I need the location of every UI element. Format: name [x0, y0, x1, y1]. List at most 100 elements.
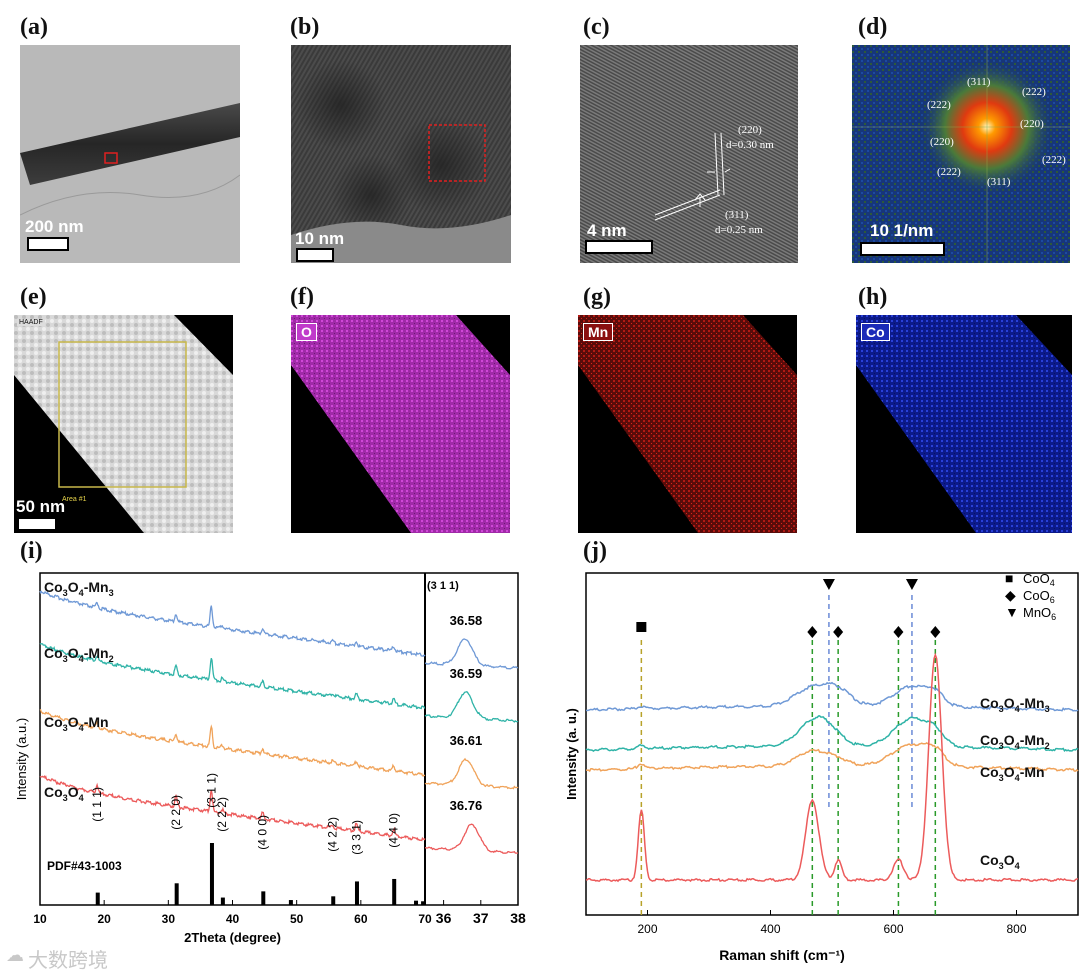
spot-311-bottom: (311)	[987, 176, 1011, 188]
coo6-marker	[930, 626, 941, 638]
spot-222-bl: (222)	[937, 166, 961, 178]
inset-curve	[424, 690, 519, 723]
inset-x-tick-label: 37	[473, 910, 489, 926]
spot-220-right: (220)	[1020, 118, 1044, 130]
spot-222-tl: (222)	[927, 99, 951, 111]
y-axis-label: Intensity (a.u.)	[14, 718, 29, 800]
coo6-marker	[807, 626, 818, 638]
x-tick-label: 400	[760, 922, 780, 936]
coo6-marker	[893, 626, 904, 638]
legend-label: MnO6	[1023, 605, 1056, 622]
inset-title: (3 1 1)	[427, 580, 459, 592]
plot-frame	[39, 572, 519, 906]
reference-stick	[209, 843, 214, 905]
inset-curve	[424, 757, 519, 790]
haadf-tag: HAADF	[17, 319, 45, 326]
series-label: Co3O4-Mn	[44, 714, 109, 733]
reference-stick	[220, 897, 225, 905]
scale-bar	[860, 242, 945, 256]
raman-curve	[585, 681, 1079, 712]
reference-stick	[331, 896, 336, 905]
plot-frame	[585, 572, 1079, 916]
x-tick-label: 30	[162, 912, 176, 926]
panel-label-e: (e)	[20, 284, 47, 310]
plane-311-label: (311)	[725, 209, 749, 221]
scale-bar	[17, 517, 57, 531]
hkl-label: (4 4 0)	[387, 813, 401, 848]
inset-x-tick-label: 36	[436, 910, 452, 926]
x-tick-label: 60	[354, 912, 368, 926]
haadf-image-e: Area #1 HAADF 50 nm	[14, 315, 233, 533]
hkl-label: (2 2 2)	[215, 797, 229, 832]
tem-image-a: 200 nm	[20, 45, 240, 263]
xrd-chart: 10 20 30 40 50 60 70 36 37 38 2Theta (degree) Inten…	[14, 572, 526, 945]
x-tick-label: 10	[33, 912, 47, 926]
panel-label-j: (j)	[583, 538, 607, 564]
legend-symbol: ■	[1005, 570, 1013, 586]
watermark-logo-icon: ☁	[6, 945, 24, 965]
xrd-curve	[39, 708, 426, 777]
x-tick-label: 50	[290, 912, 304, 926]
element-badge: Mn	[583, 323, 614, 341]
scale-label: 50 nm	[16, 497, 66, 516]
hkl-label: (3 3 1)	[349, 820, 363, 855]
eds-map-o: O	[291, 315, 510, 533]
inset-peak-label: 36.58	[450, 613, 483, 628]
panel-label-i: (i)	[20, 538, 43, 564]
xrd-curve	[39, 775, 426, 842]
x-tick-label: 800	[1006, 922, 1026, 936]
inset-curve	[424, 823, 518, 855]
coo4-marker	[636, 622, 647, 632]
eds-map-mn: Mn	[578, 315, 797, 533]
scale-bar	[585, 240, 653, 254]
eds-map-co: Co	[856, 315, 1072, 533]
panel-label-a: (a)	[20, 14, 48, 40]
mno6-marker	[905, 579, 918, 590]
tem-image-b: 10 nm	[291, 45, 511, 263]
roi-box	[104, 152, 118, 164]
series-label: Co3O4-Mn2	[44, 645, 114, 664]
x-tick-label: 40	[226, 912, 240, 926]
x-tick-label: 70	[418, 912, 432, 926]
reference-stick	[288, 900, 293, 905]
inset-peak-label: 36.61	[450, 733, 483, 748]
hkl-label: (1 1 1)	[90, 787, 104, 822]
area-label: Area #1	[62, 496, 87, 503]
legend-symbol: ◆	[1005, 587, 1016, 603]
spot-220-left: (220)	[930, 136, 954, 148]
x-tick-label: 20	[97, 912, 111, 926]
reference-stick	[95, 892, 100, 905]
series-label: Co3O4	[44, 784, 85, 803]
hkl-label: (4 0 0)	[256, 815, 270, 850]
inset-peak-label: 36.59	[450, 666, 483, 681]
reference-label: PDF#43-1003	[47, 859, 122, 873]
hrtem-image-c: (220) d=0.30 nm (311) d=0.25 nm 4 nm	[580, 45, 798, 263]
inset-x-tick-label: 38	[510, 910, 526, 926]
inset-curve	[424, 638, 519, 670]
x-axis-label: Raman shift (cm⁻¹)	[719, 947, 845, 963]
reference-stick	[261, 891, 266, 905]
x-tick-label: 600	[883, 922, 903, 936]
mno6-marker	[822, 579, 835, 590]
series-label: Co3O4-Mn	[980, 764, 1045, 783]
reference-stick	[392, 878, 397, 905]
panel-label-c: (c)	[583, 14, 610, 40]
area-box	[58, 341, 187, 488]
panel-label-g: (g)	[583, 284, 611, 310]
plane-220-label: (220)	[738, 124, 762, 136]
hkl-label: (2 2 0)	[169, 795, 183, 830]
watermark: 大数跨境	[28, 948, 108, 972]
hkl-label: (4 2 2)	[326, 817, 340, 852]
x-tick-label: 200	[637, 922, 657, 936]
reference-stick	[414, 900, 419, 905]
raman-curve	[585, 741, 1079, 773]
panel-label-d: (d)	[858, 14, 888, 40]
scale-bar	[296, 248, 334, 262]
legend-symbol: ▼	[1005, 604, 1019, 620]
raman-curve	[585, 652, 1079, 883]
coo6-marker	[833, 626, 844, 638]
series-label: Co3O4-Mn3	[980, 695, 1050, 714]
d-spacing-2: d=0.25 nm	[715, 224, 763, 236]
xrd-curve	[39, 590, 426, 657]
reference-stick	[174, 883, 179, 905]
